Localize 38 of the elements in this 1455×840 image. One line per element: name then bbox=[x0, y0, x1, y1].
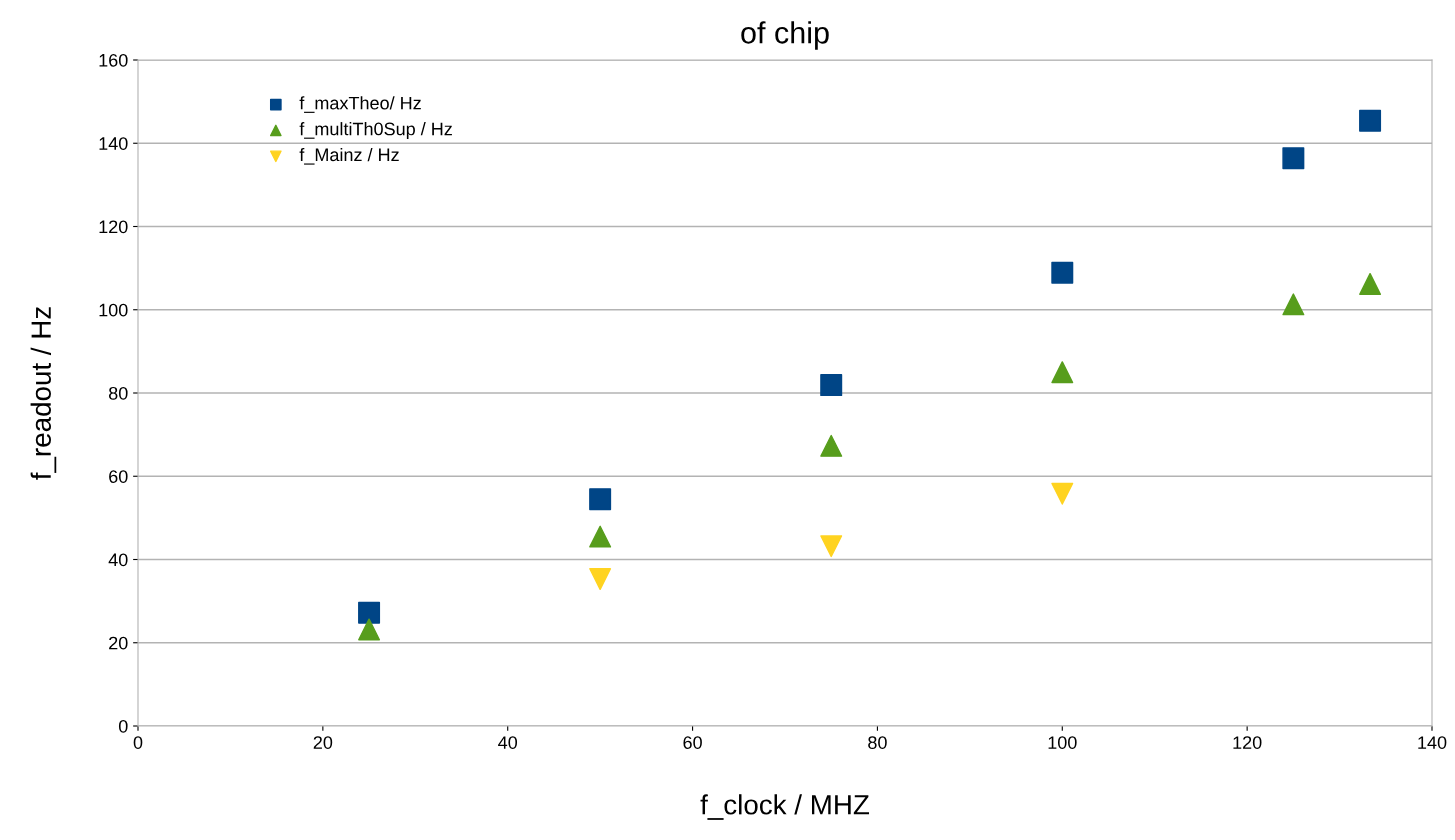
point bbox=[1282, 293, 1305, 316]
point bbox=[820, 434, 843, 457]
y-tick-label: 40 bbox=[108, 553, 128, 567]
y-tick-label: 20 bbox=[109, 636, 128, 650]
legend-label: f_multiTh0Sup / Hz bbox=[299, 122, 452, 139]
legend-label: f_Mainz / Hz bbox=[299, 147, 399, 165]
point bbox=[1359, 109, 1382, 132]
point bbox=[589, 488, 612, 511]
point bbox=[1051, 361, 1074, 384]
point bbox=[1359, 272, 1382, 295]
y-tick-label: 100 bbox=[99, 303, 128, 317]
point bbox=[1051, 261, 1074, 284]
x-tick-label: 100 bbox=[1048, 736, 1077, 749]
point bbox=[589, 525, 612, 548]
y-axis-title: f_readout / Hz bbox=[30, 307, 57, 480]
point bbox=[1051, 482, 1074, 505]
y-tick-label: 120 bbox=[99, 220, 128, 234]
point bbox=[1282, 147, 1305, 170]
x-tick-label: 60 bbox=[683, 736, 702, 749]
x-tick-label: 120 bbox=[1233, 736, 1262, 749]
y-tick-label: 0 bbox=[118, 719, 128, 733]
y-tick-label: 140 bbox=[99, 137, 128, 150]
y-tick-label: 60 bbox=[109, 470, 128, 483]
point bbox=[820, 535, 843, 558]
point bbox=[358, 618, 381, 641]
x-tick-label: 140 bbox=[1418, 736, 1447, 749]
point bbox=[820, 374, 843, 397]
y-tick-label: 160 bbox=[99, 53, 128, 67]
x-axis-title: f_clock / MHZ bbox=[700, 794, 870, 820]
x-tick-label: 0 bbox=[133, 736, 143, 749]
x-tick-label: 20 bbox=[313, 736, 333, 749]
point bbox=[358, 601, 381, 624]
point bbox=[589, 568, 612, 591]
chart-title: of chip bbox=[741, 21, 829, 50]
x-tick-label: 80 bbox=[868, 736, 887, 749]
x-tick-label: 40 bbox=[498, 736, 518, 749]
legend-label: f_maxTheo/ Hz bbox=[299, 96, 421, 113]
y-tick-label: 80 bbox=[108, 386, 128, 400]
